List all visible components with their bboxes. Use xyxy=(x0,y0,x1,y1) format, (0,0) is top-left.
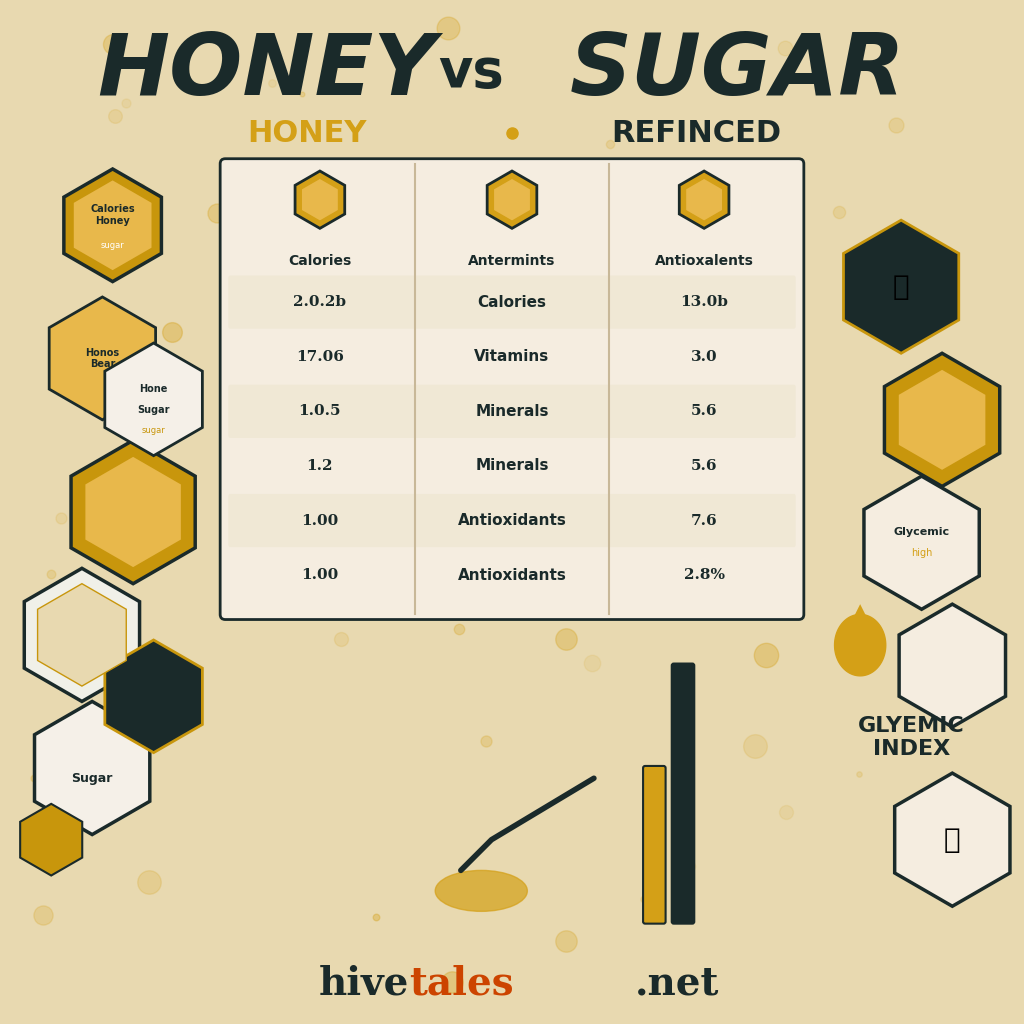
Text: 5.6: 5.6 xyxy=(691,459,718,473)
Polygon shape xyxy=(685,178,723,221)
FancyBboxPatch shape xyxy=(228,385,796,438)
Text: 1.00: 1.00 xyxy=(301,568,339,583)
Text: 2.0.2b: 2.0.2b xyxy=(294,295,346,309)
Text: sugar: sugar xyxy=(141,426,166,434)
Polygon shape xyxy=(35,701,150,835)
Polygon shape xyxy=(864,476,979,609)
Polygon shape xyxy=(835,614,886,676)
Text: HONEY: HONEY xyxy=(248,119,367,147)
Polygon shape xyxy=(104,343,203,456)
Text: 5.6: 5.6 xyxy=(691,404,718,419)
Text: Antermints: Antermints xyxy=(468,254,556,268)
FancyBboxPatch shape xyxy=(220,159,804,620)
Text: Sugar: Sugar xyxy=(137,404,170,415)
Text: SUGAR: SUGAR xyxy=(569,30,905,114)
Polygon shape xyxy=(895,773,1010,906)
Text: 🐝: 🐝 xyxy=(893,272,909,301)
Text: vs: vs xyxy=(438,46,504,97)
Text: .net: .net xyxy=(635,964,719,1002)
Text: Calories: Calories xyxy=(477,295,547,309)
Polygon shape xyxy=(63,169,162,282)
Text: Antioxidants: Antioxidants xyxy=(458,567,566,583)
Polygon shape xyxy=(850,604,870,625)
Polygon shape xyxy=(49,297,156,420)
Text: 7.6: 7.6 xyxy=(691,513,718,527)
Text: Antioxidants: Antioxidants xyxy=(458,513,566,528)
Text: 2.8%: 2.8% xyxy=(684,568,725,583)
Polygon shape xyxy=(844,220,958,353)
Text: REFINCED: REFINCED xyxy=(611,119,781,147)
Polygon shape xyxy=(104,640,203,753)
Text: sugar: sugar xyxy=(100,242,125,250)
Text: Calories: Calories xyxy=(289,254,351,268)
Polygon shape xyxy=(301,178,339,221)
Polygon shape xyxy=(38,584,126,686)
Polygon shape xyxy=(25,568,139,701)
Text: Calories
Honey: Calories Honey xyxy=(90,204,135,226)
Text: hive: hive xyxy=(319,964,410,1002)
Text: 1.00: 1.00 xyxy=(301,513,339,527)
Polygon shape xyxy=(73,179,153,271)
Text: 1.0.5: 1.0.5 xyxy=(299,404,341,419)
Polygon shape xyxy=(84,456,182,568)
Polygon shape xyxy=(679,171,729,228)
Text: GLYEMIC
INDEX: GLYEMIC INDEX xyxy=(858,716,965,759)
Text: Minerals: Minerals xyxy=(475,459,549,473)
Text: Honos
Bear: Honos Bear xyxy=(85,347,120,370)
Ellipse shape xyxy=(435,870,527,911)
Text: 1.2: 1.2 xyxy=(306,459,333,473)
Text: 17.06: 17.06 xyxy=(296,349,344,364)
Polygon shape xyxy=(487,171,537,228)
Text: Antioxalents: Antioxalents xyxy=(654,254,754,268)
Polygon shape xyxy=(899,604,1006,727)
Text: Glycemic: Glycemic xyxy=(894,527,949,538)
Text: Minerals: Minerals xyxy=(475,403,549,419)
FancyBboxPatch shape xyxy=(643,766,666,924)
Polygon shape xyxy=(20,804,82,876)
FancyBboxPatch shape xyxy=(228,275,796,329)
Text: high: high xyxy=(911,548,932,558)
Polygon shape xyxy=(494,178,530,221)
Polygon shape xyxy=(295,171,345,228)
Text: Vitamins: Vitamins xyxy=(474,349,550,365)
FancyBboxPatch shape xyxy=(672,664,694,924)
Text: Hone: Hone xyxy=(139,384,168,394)
Text: 🐝: 🐝 xyxy=(944,825,961,854)
Text: tales: tales xyxy=(410,964,514,1002)
Text: 13.0b: 13.0b xyxy=(680,295,728,309)
Text: HONEY: HONEY xyxy=(97,30,435,114)
Text: Sugar: Sugar xyxy=(72,772,113,784)
Polygon shape xyxy=(71,440,196,584)
FancyBboxPatch shape xyxy=(228,494,796,547)
Text: 3.0: 3.0 xyxy=(691,349,718,364)
Polygon shape xyxy=(898,369,986,471)
Polygon shape xyxy=(885,353,999,486)
